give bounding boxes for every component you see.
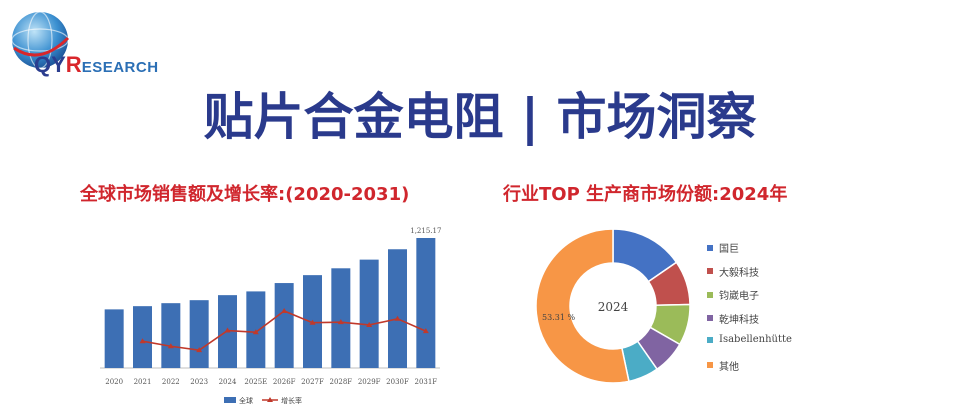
legend-swatch-global [224, 397, 236, 403]
growth-point-2029F [366, 321, 373, 327]
legend-label-global: 全球 [239, 396, 253, 405]
market-share-donut: 2024 53.31 % [535, 228, 691, 384]
legend-swatch-2 [707, 291, 713, 298]
legend-swatch-3 [707, 315, 713, 321]
legend-marker-growth [267, 397, 273, 402]
legend-label-2: 钧崴电子 [719, 291, 759, 302]
legend-item-4: Isabellenhütte [707, 334, 792, 348]
sales-growth-chart: 2020 2021 2022 2023 2024 2025E 2026F 2027F 2028F… [100, 227, 441, 405]
x-tick-2026F: 2026F [273, 378, 296, 386]
x-tick-2020: 2020 [105, 378, 123, 386]
logo-rest: ESEARCH [81, 59, 159, 76]
data-label-2031F: 1,215.17 [410, 227, 441, 235]
growth-point-2027F [309, 319, 316, 325]
bar-2022 [161, 303, 181, 368]
growth-point-2030F [394, 315, 401, 321]
bar-chart-title: 全球市场销售额及增长率:(2020-2031) [80, 184, 410, 205]
bar-2030F [388, 249, 407, 368]
bar-2020 [104, 309, 124, 368]
logo-qy: QY [34, 52, 66, 77]
legend-label-5: 其他 [719, 361, 739, 373]
qyresearch-logo: QYRESEARCH [8, 8, 168, 80]
globe-icon [11, 11, 70, 69]
x-tick-2024: 2024 [219, 378, 237, 386]
growth-point-2022 [167, 343, 174, 349]
x-tick-2031F: 2031F [414, 378, 437, 386]
legend-item-3: 乾坤科技 [707, 311, 759, 326]
x-tick-2023: 2023 [190, 378, 208, 386]
x-tick-2030F: 2030F [386, 378, 409, 386]
legend-item-0: 国巨 [707, 240, 739, 255]
x-tick-2027F: 2027F [301, 378, 324, 386]
legend-label-growth: 增长率 [281, 396, 302, 405]
x-tick-2029F: 2029F [358, 378, 381, 386]
legend-item-5: 其他 [707, 358, 739, 373]
slice-5 [535, 228, 630, 384]
bar-2026F [274, 283, 294, 368]
growth-point-2026F [281, 307, 288, 313]
legend-label-3: 乾坤科技 [719, 314, 759, 326]
x-tick-2021: 2021 [134, 378, 152, 386]
legend-item-1: 大毅科技 [707, 264, 759, 279]
growth-point-2023 [196, 347, 203, 353]
x-tick-2022: 2022 [162, 378, 180, 386]
bar-2021 [133, 306, 152, 368]
logo-wordmark: QYRESEARCH [34, 52, 159, 78]
logo-r: R [65, 52, 82, 77]
growth-point-2021 [139, 338, 146, 344]
legend-label-1: 大毅科技 [719, 267, 759, 279]
growth-point-2024 [224, 327, 231, 333]
bar-2028F [331, 268, 351, 368]
legend-item-2: 钧崴电子 [707, 287, 759, 302]
page-title: 贴片合金电阻 | 市场洞察 [203, 88, 757, 146]
growth-point-2028F [337, 319, 344, 325]
legend-swatch-5 [707, 362, 713, 368]
growth-point-2031F [422, 328, 429, 334]
donut-chart-title: 行业TOP 生产商市场份额:2024年 [503, 184, 788, 205]
legend-swatch-4 [707, 336, 713, 343]
bar-2031F [416, 238, 436, 368]
legend-swatch-1 [707, 268, 713, 274]
x-tick-2025E: 2025E [244, 378, 267, 386]
growth-point-2025E [252, 329, 259, 335]
legend-label-0: 国巨 [719, 244, 739, 255]
bar-chart-legend: 全球 增长率 [224, 396, 302, 405]
x-tick-2028F: 2028F [329, 378, 352, 386]
bar-2029F [359, 259, 379, 368]
data-label-others: 53.31 % [542, 313, 575, 322]
bar-2023 [189, 300, 209, 368]
legend-label-4: Isabellenhütte [719, 334, 792, 345]
legend-swatch-0 [707, 244, 713, 251]
donut-center-label: 2024 [598, 300, 629, 314]
